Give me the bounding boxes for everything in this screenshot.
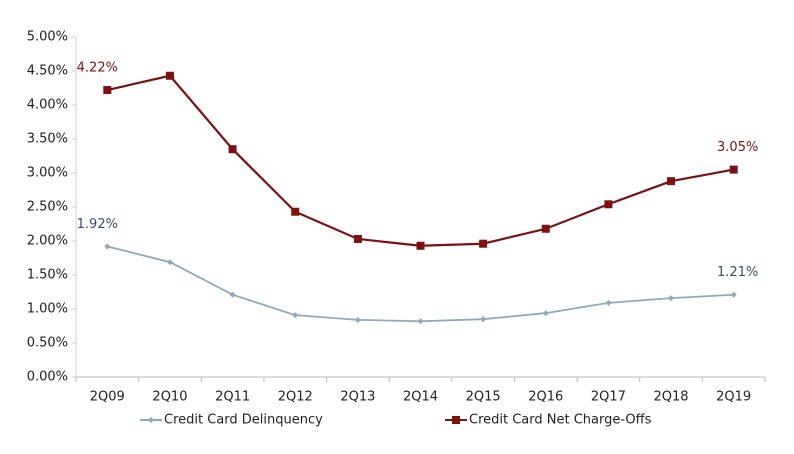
point (166, 259, 173, 266)
data-label: 1.21% (717, 265, 758, 280)
series-line (107, 245, 734, 323)
legend-marker (148, 417, 154, 423)
point (417, 318, 424, 325)
x-tick-label: 2Q14 (403, 390, 438, 405)
x-tick-label: 2Q18 (654, 390, 689, 405)
point (541, 224, 550, 233)
x-tick-label: 2Q15 (466, 390, 501, 405)
point (605, 299, 612, 306)
point (291, 207, 300, 216)
x-tick-label: 2Q17 (591, 390, 626, 405)
x-tick-label: 2Q19 (716, 390, 751, 405)
point (729, 165, 738, 174)
y-tick-label: 0.50% (27, 336, 68, 351)
x-tick-label: 2Q10 (152, 390, 187, 405)
data-label: 3.05% (717, 140, 758, 155)
point (165, 71, 174, 80)
data-label: 1.92% (77, 217, 118, 232)
point (353, 234, 362, 243)
point (667, 177, 676, 186)
point (104, 243, 111, 250)
y-tick-label: 3.50% (27, 132, 68, 147)
point (354, 316, 361, 323)
legend-label: Credit Card Delinquency (164, 413, 323, 428)
point (480, 316, 487, 323)
series-line (107, 74, 734, 247)
x-tick-label: 2Q13 (340, 390, 375, 405)
y-tick-label: 2.00% (27, 234, 68, 249)
y-tick-label: 3.00% (27, 166, 68, 181)
point (604, 200, 613, 209)
point (730, 291, 737, 298)
y-tick-label: 1.00% (27, 302, 68, 317)
point (668, 295, 675, 302)
y-tick-label: 5.00% (27, 30, 68, 45)
point (542, 310, 549, 317)
y-tick-label: 0.00% (27, 370, 68, 385)
legend-label: Credit Card Net Charge-Offs (469, 413, 652, 428)
legend-marker (452, 416, 460, 424)
point (416, 241, 425, 250)
point (229, 291, 236, 298)
x-tick-label: 2Q12 (278, 390, 313, 405)
y-tick-label: 2.50% (27, 200, 68, 215)
x-tick-label: 2Q09 (90, 390, 125, 405)
y-tick-label: 4.50% (27, 64, 68, 79)
point (103, 86, 112, 95)
x-tick-label: 2Q16 (528, 390, 563, 405)
point (479, 239, 488, 248)
data-label: 4.22% (77, 61, 118, 76)
point (292, 312, 299, 319)
point (228, 145, 237, 154)
x-tick-label: 2Q11 (215, 390, 250, 405)
y-tick-label: 1.50% (27, 268, 68, 283)
y-tick-label: 4.00% (27, 98, 68, 113)
